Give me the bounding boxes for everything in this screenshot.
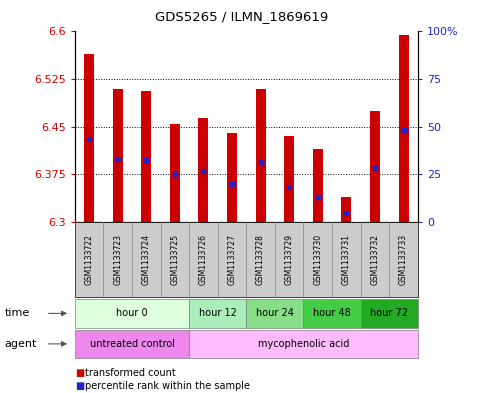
Text: ■: ■ <box>75 367 84 378</box>
Text: hour 72: hour 72 <box>370 309 408 318</box>
Text: hour 12: hour 12 <box>199 309 237 318</box>
Bar <box>113 88 123 222</box>
Text: agent: agent <box>5 339 37 349</box>
Text: time: time <box>5 309 30 318</box>
Bar <box>170 124 180 222</box>
Bar <box>341 196 351 222</box>
Text: mycophenolic acid: mycophenolic acid <box>258 339 349 349</box>
Text: GSM1133733: GSM1133733 <box>399 234 408 285</box>
Bar <box>142 90 151 222</box>
Text: GSM1133725: GSM1133725 <box>170 234 179 285</box>
Text: transformed count: transformed count <box>85 367 175 378</box>
Text: GSM1133722: GSM1133722 <box>85 234 94 285</box>
Bar <box>313 149 323 222</box>
Text: GSM1133723: GSM1133723 <box>113 234 122 285</box>
Text: GSM1133728: GSM1133728 <box>256 234 265 285</box>
Text: GSM1133732: GSM1133732 <box>370 234 380 285</box>
Bar <box>199 118 209 222</box>
Bar <box>398 35 409 222</box>
Text: GSM1133727: GSM1133727 <box>227 234 237 285</box>
Bar <box>256 88 266 222</box>
Text: untreated control: untreated control <box>89 339 174 349</box>
Bar <box>84 54 94 222</box>
Text: GSM1133729: GSM1133729 <box>284 234 294 285</box>
Text: percentile rank within the sample: percentile rank within the sample <box>85 381 250 391</box>
Text: GSM1133731: GSM1133731 <box>342 234 351 285</box>
Bar <box>284 136 294 222</box>
Text: GSM1133730: GSM1133730 <box>313 234 322 285</box>
Text: GSM1133724: GSM1133724 <box>142 234 151 285</box>
Text: hour 0: hour 0 <box>116 309 148 318</box>
Bar <box>370 111 380 222</box>
Text: hour 48: hour 48 <box>313 309 351 318</box>
Text: hour 24: hour 24 <box>256 309 294 318</box>
Text: GSM1133726: GSM1133726 <box>199 234 208 285</box>
Text: ■: ■ <box>75 381 84 391</box>
Text: GDS5265 / ILMN_1869619: GDS5265 / ILMN_1869619 <box>155 10 328 23</box>
Bar <box>227 133 237 222</box>
